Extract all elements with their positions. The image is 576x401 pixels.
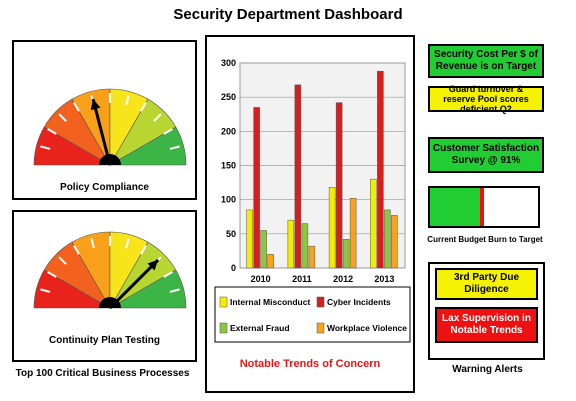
y-tick-label: 200 xyxy=(221,126,236,136)
chart: 0 50 100 150 200 250 300 2010 2011 2012 2013 Intern… xyxy=(214,58,411,370)
gauge-needle-head xyxy=(147,259,159,271)
title: Security Department Dashboard xyxy=(173,6,403,23)
y-tick-label: 300 xyxy=(221,58,236,68)
status-box: Customer Satisfaction Survey @ 91% xyxy=(428,137,544,173)
chart-caption: Notable Trends of Concern xyxy=(240,358,381,370)
bar xyxy=(328,187,336,269)
legend-swatch xyxy=(316,296,325,308)
x-tick-label: 2011 xyxy=(292,274,312,284)
bar xyxy=(287,219,295,269)
gauge-tick xyxy=(140,245,147,255)
y-tick-label: 0 xyxy=(231,263,236,273)
bar xyxy=(377,70,384,269)
y-tick-label: 150 xyxy=(221,161,236,171)
bar xyxy=(294,84,302,269)
budget-label: Current Budget Burn to Target xyxy=(427,235,543,244)
gauge-tick xyxy=(40,288,51,293)
x-tick-label: 2013 xyxy=(374,274,394,284)
gauge-tick xyxy=(163,271,173,278)
gauge-needle xyxy=(91,98,112,166)
bar xyxy=(308,245,316,269)
gauge-tick xyxy=(40,145,51,150)
gauge-panel xyxy=(12,210,197,362)
legend-label: Workplace Violence xyxy=(327,323,407,333)
gauge-tick xyxy=(58,113,67,122)
gauges xyxy=(33,88,187,310)
gauge-hub xyxy=(99,154,121,165)
bar xyxy=(301,223,309,269)
gauge-needle-head xyxy=(90,99,101,111)
bar xyxy=(391,215,398,269)
alerts-panel xyxy=(428,262,545,360)
legend-box xyxy=(214,286,411,343)
alert-box: 3rd Party Due Diligence xyxy=(435,268,538,300)
bar xyxy=(253,107,260,269)
gauge-tick xyxy=(169,145,180,150)
gauge-tick xyxy=(140,102,147,112)
legend-swatch xyxy=(316,322,325,334)
bar xyxy=(370,178,377,269)
gauge-tick xyxy=(90,238,95,249)
gauge-tick xyxy=(58,256,67,265)
gauge-label: Continuity Plan Testing xyxy=(49,335,160,346)
bar xyxy=(384,209,391,269)
y-tick-label: 50 xyxy=(226,229,236,239)
gauge-needle xyxy=(108,258,160,310)
caption: Top 100 Critical Business Processes xyxy=(15,368,190,379)
x-tick-label: 2012 xyxy=(333,274,353,284)
legend-label: External Fraud xyxy=(230,323,290,333)
gauge-segment xyxy=(108,126,187,166)
gauge-tick xyxy=(125,238,130,249)
status-box: Security Cost Per $ of Revenue is on Tar… xyxy=(428,44,544,78)
gauge-panel xyxy=(12,40,197,200)
bar xyxy=(349,198,357,269)
gauge-hub xyxy=(99,297,121,308)
gauge-tick xyxy=(73,245,80,255)
gauge-tick xyxy=(163,128,173,135)
y-tick-label: 100 xyxy=(221,195,236,205)
x-tick-label: 2010 xyxy=(251,274,271,284)
gauge-label: Policy Compliance xyxy=(60,182,149,193)
bar xyxy=(260,230,267,269)
caption: Warning Alerts xyxy=(452,364,523,375)
gauge-segment xyxy=(108,269,187,309)
legend-label: Cyber Incidents xyxy=(327,297,391,307)
gauge-tick xyxy=(73,102,80,112)
budget-bar xyxy=(430,188,484,226)
status-box: Guard turnover & reserve Pool scores def… xyxy=(428,84,544,114)
bar xyxy=(246,209,253,269)
bar xyxy=(335,102,343,269)
gauge-tick xyxy=(125,95,130,106)
gauge-tick xyxy=(169,288,180,293)
y-tick-label: 250 xyxy=(221,92,236,102)
legend-swatch xyxy=(219,296,228,308)
bar xyxy=(267,254,274,269)
alert-box: Lax Supervision in Notable Trends xyxy=(435,307,538,343)
gauge-tick xyxy=(47,128,57,135)
gauge-tick xyxy=(47,271,57,278)
budget-box xyxy=(428,186,540,228)
legend-swatch xyxy=(219,322,228,334)
gauge-tick xyxy=(153,113,162,122)
chart-panel xyxy=(205,35,415,393)
legend-label: Internal Misconduct xyxy=(230,297,310,307)
bar xyxy=(342,239,350,269)
